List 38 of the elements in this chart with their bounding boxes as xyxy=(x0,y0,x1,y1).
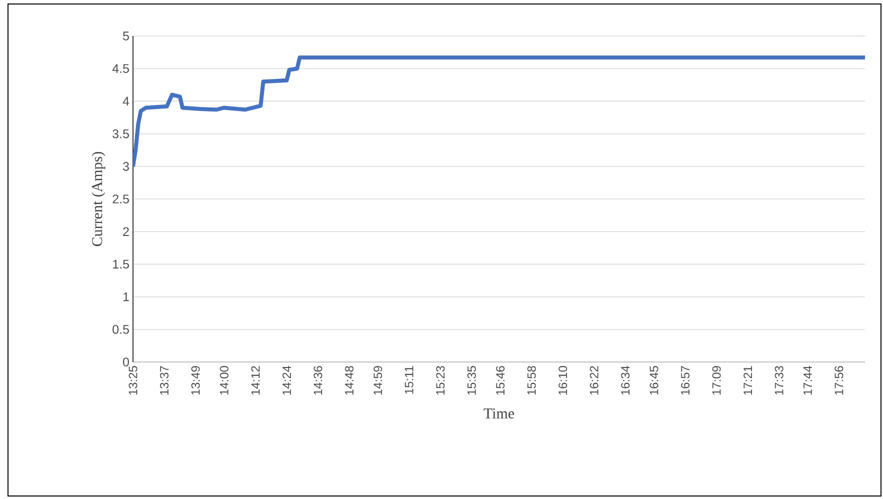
x-tick-label: 15:23 xyxy=(436,366,445,395)
x-tick-label: 17:56 xyxy=(834,366,844,395)
x-tick-label: 14:00 xyxy=(220,366,228,395)
x-tick-label: 13:25 xyxy=(128,366,138,395)
x-tick-label: 15:58 xyxy=(527,366,536,395)
x-tick-label: 17:21 xyxy=(744,366,752,395)
x-tick-label: 15:35 xyxy=(467,366,476,395)
x-tick-label: 15:11 xyxy=(404,366,414,394)
x-axis-title: Time xyxy=(484,408,514,418)
x-tick-label: 17:09 xyxy=(712,366,721,395)
y-tick-label: 3.5 xyxy=(112,129,129,138)
x-tick-label: 16:10 xyxy=(558,366,568,395)
x-tick-label: 13:37 xyxy=(160,366,169,395)
y-tick-label: 4 xyxy=(122,96,130,106)
x-tick-label: 14:48 xyxy=(344,366,354,395)
y-axis-title: Current (Amps) xyxy=(92,152,106,246)
y-tick-label: 2 xyxy=(123,227,129,236)
y-tick-label: 0.5 xyxy=(112,324,129,334)
x-tick-label: 14:36 xyxy=(314,366,322,395)
x-tick-label: 16:22 xyxy=(590,366,598,395)
line-series xyxy=(133,56,866,168)
x-tick-label: 16:45 xyxy=(650,366,658,395)
x-tick-label: 17:44 xyxy=(804,366,812,395)
y-tick-label: 1.5 xyxy=(113,260,129,269)
x-tick-label: 14:24 xyxy=(282,366,291,395)
x-tick-label: 14:59 xyxy=(374,366,382,395)
y-tick-label: 1 xyxy=(123,292,129,302)
y-tick-label: 4.5 xyxy=(112,64,129,73)
x-tick-label: 15:46 xyxy=(496,366,505,395)
y-tick-label: 2.5 xyxy=(112,194,129,204)
y-tick-label: 5 xyxy=(123,32,129,40)
x-tick-label: 16:34 xyxy=(621,366,630,395)
x-tick-label: 14:12 xyxy=(251,366,260,395)
x-tick-label: 13:49 xyxy=(191,366,200,395)
y-tick-label: 0 xyxy=(123,358,129,366)
y-tick-label: 3 xyxy=(122,162,129,171)
x-tick-label: 17:33 xyxy=(774,366,784,395)
x-tick-label: 16:57 xyxy=(681,366,690,395)
